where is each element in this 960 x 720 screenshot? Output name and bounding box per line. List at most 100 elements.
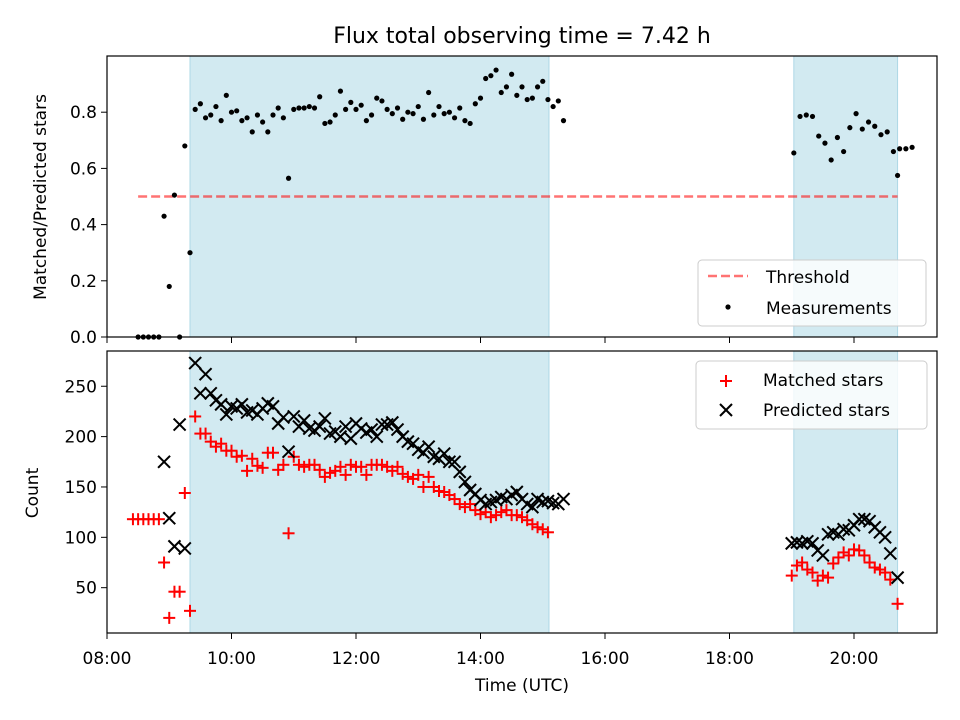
y-tick-label: 0.2 xyxy=(70,272,97,292)
matched-star-point xyxy=(256,461,269,474)
predicted-star-point xyxy=(172,417,187,432)
measurement-point xyxy=(803,112,809,118)
top-panel: 0.00.20.40.60.8 Matched/Predicted stars … xyxy=(31,55,938,348)
measurement-point xyxy=(890,148,897,155)
measurement-point xyxy=(503,84,510,90)
measurement-point xyxy=(275,105,281,111)
matched-legend-label: Matched stars xyxy=(763,371,883,391)
y-tick-label: 100 xyxy=(65,528,97,548)
predicted-star-point xyxy=(162,511,176,525)
measurement-point xyxy=(441,111,447,117)
shaded-interval xyxy=(189,350,550,634)
predicted-star-point xyxy=(281,445,296,459)
matched-star-point xyxy=(178,487,191,500)
measurement-point xyxy=(519,84,525,90)
matched-star-point xyxy=(785,569,798,582)
measurement-point xyxy=(493,67,499,73)
matched-star-point xyxy=(225,444,238,457)
measurement-point xyxy=(301,105,307,111)
predicted-star-point xyxy=(437,447,451,461)
measurement-point xyxy=(514,92,520,98)
matched-star-point xyxy=(448,493,461,506)
matched-star-point xyxy=(401,470,414,483)
predicted-star-point xyxy=(556,492,571,506)
measurement-point xyxy=(462,118,468,124)
matched-star-point xyxy=(173,585,186,598)
measurement-point xyxy=(540,78,546,84)
measurement-point xyxy=(859,126,865,132)
measurement-point xyxy=(472,101,478,107)
predicted-star-point xyxy=(385,415,400,430)
predicted-star-point xyxy=(214,397,228,412)
measurement-point xyxy=(457,105,463,111)
matched-star-point xyxy=(152,513,165,526)
predicted-star-point xyxy=(390,422,405,437)
measurement-point xyxy=(446,109,452,115)
matched-star-point xyxy=(816,569,829,582)
matched-star-point xyxy=(891,597,904,610)
measurement-point xyxy=(426,89,432,96)
measurement-point xyxy=(353,106,359,112)
matched-star-point xyxy=(433,484,445,497)
matched-star-point xyxy=(832,551,845,564)
measurement-point xyxy=(311,105,318,111)
matched-star-point xyxy=(422,470,435,483)
y-tick-label: 150 xyxy=(65,478,97,498)
matched-star-point xyxy=(863,556,876,569)
matched-star-point xyxy=(412,468,425,481)
matched-star-point xyxy=(510,509,523,522)
predicted-star-point xyxy=(297,413,311,428)
matched-star-point xyxy=(246,452,259,465)
matched-star-point xyxy=(298,460,311,473)
measurement-point xyxy=(560,118,567,124)
measurement-point xyxy=(228,109,235,115)
x-axis-label: Time (UTC) xyxy=(474,676,569,696)
matched-star-point xyxy=(796,556,809,569)
matched-star-point xyxy=(184,604,196,617)
predicted-star-point xyxy=(453,465,467,479)
measurement-point xyxy=(420,116,427,122)
measurement-point xyxy=(894,172,901,179)
measurement-point xyxy=(285,175,292,181)
predicted-star-point xyxy=(235,397,249,412)
y-tick-label: 0.4 xyxy=(70,216,97,236)
top-legend-box xyxy=(697,259,927,327)
matched-star-point xyxy=(277,458,290,471)
matched-star-point xyxy=(189,410,202,423)
x-tick-label: 10:00 xyxy=(207,649,256,669)
matched-star-point xyxy=(417,480,430,493)
measurement-point xyxy=(809,113,816,120)
predicted-star-point xyxy=(266,399,280,414)
predicted-star-point xyxy=(785,536,799,551)
matched-star-point xyxy=(272,463,285,476)
measurement-point xyxy=(161,213,167,219)
bottom-y-axis-label: Count xyxy=(23,467,43,518)
measurement-point xyxy=(384,106,390,112)
matched-star-point xyxy=(251,459,264,472)
measurement-point xyxy=(828,157,834,163)
predicted-star-point xyxy=(198,367,213,381)
predicted-star-point xyxy=(287,409,301,424)
matched-star-point xyxy=(334,460,347,473)
matched-star-point xyxy=(282,527,295,540)
x-tick-label: 16:00 xyxy=(581,649,630,669)
measurement-point xyxy=(791,150,797,156)
measurement-point xyxy=(379,98,385,104)
measurement-point xyxy=(306,103,312,110)
measurement-point xyxy=(218,118,224,124)
measurement-point xyxy=(555,98,561,104)
predicted-star-point xyxy=(510,485,524,499)
matched-star-point xyxy=(230,450,243,463)
measurement-point xyxy=(405,109,411,115)
predicted-star-point xyxy=(338,419,353,434)
matched-star-point xyxy=(339,468,352,481)
predicted-star-point xyxy=(375,417,389,432)
matched-stars-points xyxy=(126,410,904,624)
predicted-star-point xyxy=(219,407,234,422)
matched-legend-swatch xyxy=(720,375,732,387)
measurement-point xyxy=(797,113,803,120)
matched-star-point xyxy=(484,511,497,524)
matched-star-point xyxy=(858,549,871,562)
y-tick-label: 0.0 xyxy=(70,328,97,348)
predicted-star-point xyxy=(178,541,192,556)
